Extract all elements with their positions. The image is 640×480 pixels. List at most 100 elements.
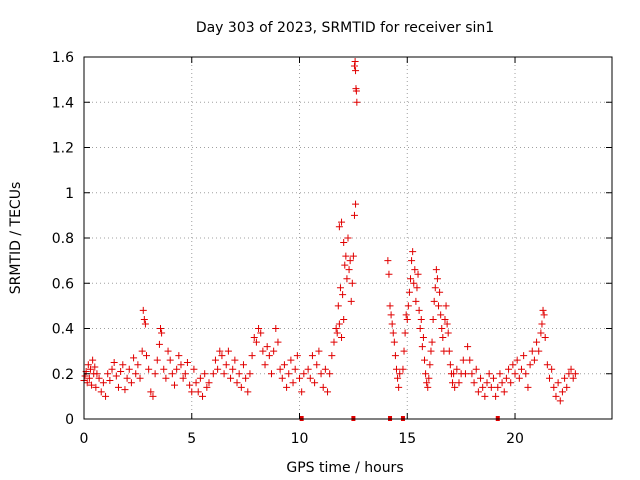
data-point-marker [394,374,402,382]
data-point-marker [517,365,525,373]
data-point-marker [252,338,260,346]
data-point-marker [415,306,423,314]
data-point-marker [328,352,336,360]
data-point-marker [298,388,306,396]
data-point-marker [99,379,107,387]
data-point-marker [455,379,463,387]
data-point-marker [485,370,493,378]
data-point-marker [520,352,528,360]
x-tick-label: 15 [398,431,416,447]
data-point-marker [411,266,419,274]
data-point-marker [227,374,235,382]
data-point-marker [402,311,410,319]
data-point-marker [513,356,521,364]
y-tick-label: 0.8 [52,231,74,247]
data-point-marker [209,370,217,378]
data-point-marker [436,288,444,296]
data-point-marker [554,379,562,387]
data-point-marker [352,87,360,95]
data-point-marker [569,374,577,382]
data-point-marker [338,218,346,226]
data-point-marker [494,383,502,391]
data-point-marker [571,370,579,378]
data-point-marker [117,367,125,375]
data-point-marker [541,334,549,342]
data-point-marker [388,320,396,328]
data-point-marker [333,329,341,337]
data-point-marker [405,288,413,296]
data-point-marker [441,315,449,323]
data-point-marker [438,325,446,332]
data-point-marker [427,347,435,355]
x-tick-label: 5 [187,431,196,447]
data-point-marker [334,302,342,310]
data-point-marker [283,383,291,391]
data-point-marker [181,370,189,378]
data-point-marker [466,356,474,364]
data-point-marker [348,279,356,287]
data-point-marker [390,338,398,346]
data-point-marker [340,315,348,323]
data-point-marker [505,365,513,373]
data-point-marker [151,370,159,378]
data-point-marker [446,361,454,369]
data-point-marker [211,356,219,364]
data-point-marker [134,361,142,369]
data-point-marker [418,343,426,351]
data-point-marker [425,374,433,382]
data-point-marker [155,340,163,348]
data-point-marker [416,325,424,332]
data-point-marker [539,306,547,314]
data-point-marker [317,370,325,378]
data-point-marker [203,383,211,391]
data-point-marker [112,372,120,380]
data-point-marker [175,352,183,360]
data-point-marker [130,354,138,362]
data-point-marker [477,374,485,382]
data-point-marker [350,211,358,219]
data-point-marker [443,320,451,328]
data-point-marker [347,297,355,305]
data-point-marker [136,374,144,382]
data-point-marker [330,338,338,346]
data-point-marker [432,266,440,274]
data-point-marker [468,370,476,378]
tick-labels: 0 0.2 0.4 0.6 0.8 1 1.2 1.4 1.6 0 5 10 15 20 [52,50,524,447]
data-point-marker [345,266,353,274]
data-point-marker [431,284,439,292]
chart-title: Day 303 of 2023, SRMTID for receiver sin… [196,20,494,36]
data-point-marker [487,383,495,391]
data-point-marker [392,365,400,373]
data-point-marker [270,347,278,355]
data-point-marker [386,302,394,310]
data-point-marker [439,334,447,342]
data-point-marker [267,370,275,378]
data-point-marker [321,365,329,373]
data-point-marker [190,365,198,373]
data-point-marker [160,365,168,373]
data-point-marker [278,374,286,382]
data-point-marker [343,275,351,283]
data-point-marker [474,388,482,396]
data-point-marker [352,67,360,75]
data-point-marker [391,352,399,360]
data-point-marker [417,315,425,323]
data-point-marker [276,365,284,373]
data-point-marker [537,329,545,337]
data-point-marker [558,388,566,396]
data-point-marker [389,329,397,337]
data-point-marker [385,270,393,278]
x-axis-label: GPS time / hours [286,460,403,476]
data-point-marker [496,370,504,378]
data-point-marker [533,338,541,346]
data-point-marker [421,356,429,364]
y-tick-label: 0.2 [52,367,74,383]
data-marks [80,58,579,405]
axis-ticks [83,56,612,420]
data-point-marker [450,370,458,378]
data-point-marker [125,365,133,373]
data-point-marker [396,370,404,378]
data-point-marker [259,347,267,355]
data-point-marker [85,374,93,382]
data-point-marker [515,374,523,382]
